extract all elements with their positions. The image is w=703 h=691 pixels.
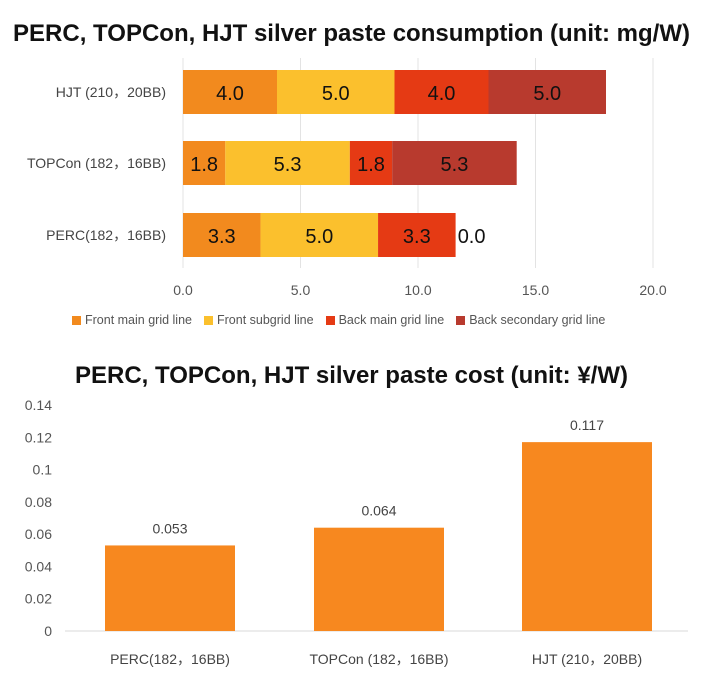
x-tick-label: 20.0 — [639, 282, 666, 298]
y-tick-label: 0.02 — [25, 591, 52, 607]
cost-chart-title: PERC, TOPCon, HJT silver paste cost (uni… — [75, 362, 628, 389]
cost-bar — [314, 527, 444, 631]
segment-value-label: 5.0 — [533, 83, 561, 105]
y-tick-label: 0.14 — [25, 397, 52, 413]
segment-value-label: 5.0 — [305, 226, 333, 248]
bar-segment — [488, 70, 606, 114]
consumption-legend: Front main grid line Front subgrid line … — [72, 313, 605, 327]
segment-value-label: 3.3 — [208, 226, 236, 248]
legend-swatch-back-main — [325, 315, 335, 325]
category-label: PERC(182，16BB) — [46, 227, 166, 243]
segment-value-label: 4.0 — [216, 83, 244, 105]
bar-segment — [392, 141, 517, 185]
segment-value-label: 5.3 — [441, 154, 469, 176]
bar-segment — [378, 213, 456, 257]
cost-value-label: 0.053 — [152, 520, 187, 536]
bar-segment — [183, 141, 226, 185]
cost-value-label: 0.117 — [570, 417, 604, 433]
y-tick-label: 0.12 — [25, 429, 52, 445]
bar-segment — [277, 70, 395, 114]
legend-item-back-main: Back main grid line — [325, 313, 445, 327]
x-tick-label: 5.0 — [291, 282, 311, 298]
legend-swatch-front-sub — [204, 315, 213, 325]
cost-value-label: 0.064 — [361, 503, 396, 519]
category-label: TOPCon (182，16BB) — [27, 155, 166, 171]
x-category-label: PERC(182，16BB) — [110, 651, 230, 667]
y-tick-label: 0.08 — [25, 494, 52, 510]
legend-item-front-main: Front main grid line — [72, 313, 192, 327]
bar-segment — [394, 70, 489, 114]
segment-value-label: 0.0 — [458, 226, 486, 248]
legend-item-back-secondary: Back secondary grid line — [456, 313, 605, 327]
bar-segment — [349, 141, 393, 185]
legend-label-back-main: Back main grid line — [338, 313, 445, 327]
legend-swatch-back-secondary — [456, 315, 466, 325]
x-tick-label: 15.0 — [522, 282, 549, 298]
cost-bar — [522, 442, 652, 631]
legend-label-front-sub: Front subgrid line — [217, 313, 314, 327]
y-tick-label: 0.06 — [25, 526, 52, 542]
bar-segment — [183, 213, 261, 257]
y-tick-label: 0.04 — [25, 558, 52, 574]
bar-segment — [225, 141, 350, 185]
y-tick-label: 0.1 — [33, 462, 53, 478]
segment-value-label: 1.8 — [357, 154, 385, 176]
cost-bar — [105, 545, 235, 631]
bar-segment — [260, 213, 379, 257]
segment-value-label: 3.3 — [403, 226, 431, 248]
consumption-chart-title: PERC, TOPCon, HJT silver paste consumpti… — [13, 20, 690, 47]
x-category-label: TOPCon (182，16BB) — [309, 651, 448, 667]
category-label: HJT (210，20BB) — [56, 84, 166, 100]
y-tick-label: 0 — [44, 623, 52, 639]
segment-value-label: 5.3 — [274, 154, 302, 176]
legend-item-front-sub: Front subgrid line — [204, 313, 314, 327]
legend-label-back-secondary: Back secondary grid line — [469, 313, 606, 327]
bar-segment — [183, 70, 277, 114]
x-tick-label: 10.0 — [404, 282, 431, 298]
x-category-label: HJT (210，20BB) — [532, 651, 642, 667]
segment-value-label: 1.8 — [190, 154, 218, 176]
x-tick-label: 0.0 — [173, 282, 193, 298]
legend-label-front-main: Front main grid line — [85, 313, 192, 327]
legend-swatch-front-main — [72, 315, 81, 325]
segment-value-label: 4.0 — [428, 83, 456, 105]
segment-value-label: 5.0 — [322, 83, 350, 105]
consumption-chart: 0.0 5.0 10.0 15.0 20.0 HJT (210，20BB) 4.0 5.0 4.… — [27, 58, 667, 298]
